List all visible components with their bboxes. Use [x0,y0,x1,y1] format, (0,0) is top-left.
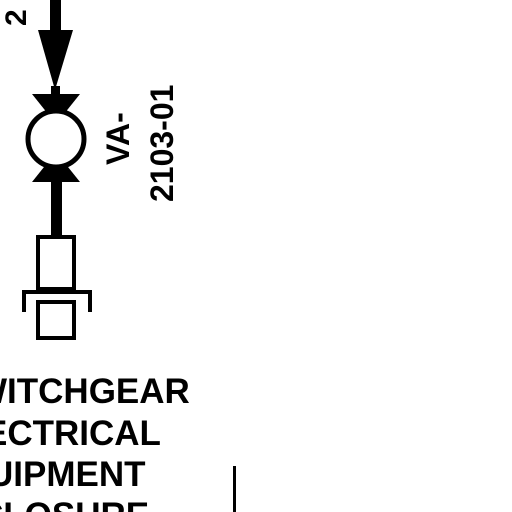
process-line-upper [51,86,60,96]
enclosure-label-line-4: CLOSURE [0,496,149,512]
process-line-lower [51,180,62,240]
flow-arrow-icon [38,30,73,90]
connector-body [36,235,76,291]
enclosure-label-line-3: UIPMENT [0,455,146,494]
enclosure-boundary-line [233,466,236,512]
connector-base [36,300,76,340]
enclosure-label-line-2: ECTRICAL [0,414,161,453]
valve-icon [25,94,87,182]
enclosure-label-line-1: WITCHGEAR [0,372,190,411]
process-line-top [50,0,61,48]
valve-ball [25,108,87,170]
valve-tag-number: 2103-01 [144,85,180,202]
instrument-connection-icon [22,235,92,340]
valve-tag-prefix: VA- [100,112,136,165]
line-label: 2 [0,9,33,26]
bracket [22,290,92,312]
